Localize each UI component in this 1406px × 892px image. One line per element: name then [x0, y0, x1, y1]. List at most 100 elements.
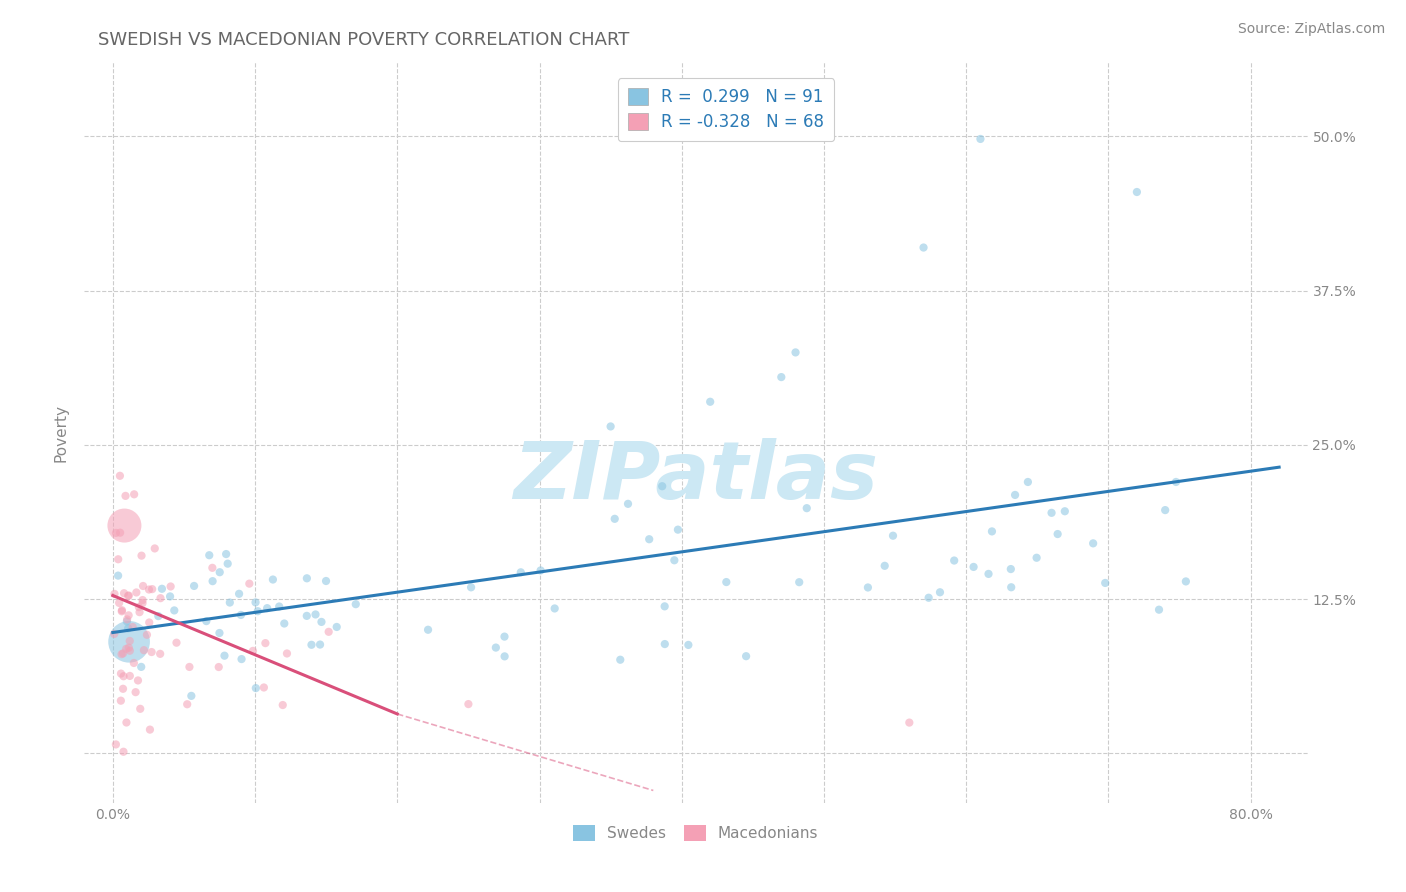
- Point: [344, 597, 367, 611]
- Point: [678, 638, 700, 652]
- Point: [108, 525, 131, 540]
- Point: [1025, 550, 1047, 565]
- Point: [141, 645, 163, 659]
- Point: [315, 574, 337, 588]
- Point: [176, 698, 198, 712]
- Point: [129, 660, 152, 674]
- Point: [262, 573, 284, 587]
- Point: [1046, 527, 1069, 541]
- Point: [117, 589, 139, 603]
- Point: [1000, 562, 1022, 576]
- Point: [1053, 504, 1076, 518]
- Point: [699, 394, 721, 409]
- Point: [107, 568, 129, 582]
- Point: [201, 561, 224, 575]
- Point: [544, 601, 567, 615]
- Point: [494, 649, 516, 664]
- Point: [118, 634, 141, 648]
- Point: [110, 694, 132, 708]
- Point: [131, 549, 153, 563]
- Point: [651, 479, 673, 493]
- Point: [254, 636, 277, 650]
- Point: [138, 582, 160, 597]
- Point: [121, 620, 143, 634]
- Point: [1174, 574, 1197, 589]
- Point: [873, 558, 896, 573]
- Point: [242, 644, 264, 658]
- Point: [977, 566, 1000, 581]
- Point: [318, 624, 340, 639]
- Point: [128, 600, 150, 615]
- Point: [295, 571, 318, 585]
- Point: [929, 585, 952, 599]
- Point: [969, 132, 991, 146]
- Point: [110, 666, 132, 681]
- Point: [128, 605, 150, 619]
- Point: [179, 660, 201, 674]
- Point: [253, 681, 276, 695]
- Point: [245, 595, 267, 609]
- Point: [599, 419, 621, 434]
- Point: [112, 586, 135, 600]
- Text: Source: ZipAtlas.com: Source: ZipAtlas.com: [1237, 22, 1385, 37]
- Point: [245, 681, 267, 695]
- Point: [103, 587, 125, 601]
- Point: [117, 621, 139, 635]
- Legend: Swedes, Macedonians: Swedes, Macedonians: [568, 819, 824, 847]
- Point: [141, 582, 163, 596]
- Point: [246, 604, 269, 618]
- Point: [198, 548, 221, 562]
- Point: [122, 656, 145, 670]
- Point: [638, 533, 661, 547]
- Point: [118, 644, 141, 658]
- Point: [617, 497, 640, 511]
- Point: [112, 518, 135, 533]
- Point: [214, 648, 236, 663]
- Point: [201, 574, 224, 589]
- Point: [238, 576, 260, 591]
- Text: ZIPatlas: ZIPatlas: [513, 438, 879, 516]
- Point: [295, 608, 318, 623]
- Point: [108, 468, 131, 483]
- Point: [494, 630, 516, 644]
- Point: [530, 564, 553, 578]
- Point: [301, 638, 323, 652]
- Point: [115, 615, 138, 629]
- Point: [1017, 475, 1039, 489]
- Point: [129, 702, 152, 716]
- Text: SWEDISH VS MACEDONIAN POVERTY CORRELATION CHART: SWEDISH VS MACEDONIAN POVERTY CORRELATIO…: [98, 31, 630, 49]
- Point: [664, 553, 686, 567]
- Point: [787, 575, 810, 590]
- Point: [104, 738, 127, 752]
- Point: [898, 715, 921, 730]
- Point: [309, 638, 332, 652]
- Point: [107, 552, 129, 566]
- Point: [124, 685, 146, 699]
- Point: [457, 697, 479, 711]
- Point: [122, 487, 145, 501]
- Point: [1154, 503, 1177, 517]
- Point: [125, 585, 148, 599]
- Point: [304, 607, 326, 622]
- Point: [131, 596, 153, 610]
- Point: [114, 489, 136, 503]
- Point: [148, 609, 170, 624]
- Point: [485, 640, 508, 655]
- Point: [666, 523, 689, 537]
- Point: [716, 575, 738, 590]
- Point: [217, 557, 239, 571]
- Point: [118, 634, 141, 648]
- Point: [1147, 603, 1170, 617]
- Point: [166, 636, 188, 650]
- Point: [132, 643, 155, 657]
- Point: [609, 653, 631, 667]
- Point: [770, 370, 793, 384]
- Point: [509, 566, 531, 580]
- Point: [183, 579, 205, 593]
- Y-axis label: Poverty: Poverty: [53, 403, 69, 462]
- Point: [981, 524, 1004, 539]
- Point: [195, 614, 218, 628]
- Point: [256, 601, 278, 615]
- Point: [231, 652, 253, 666]
- Point: [917, 591, 939, 605]
